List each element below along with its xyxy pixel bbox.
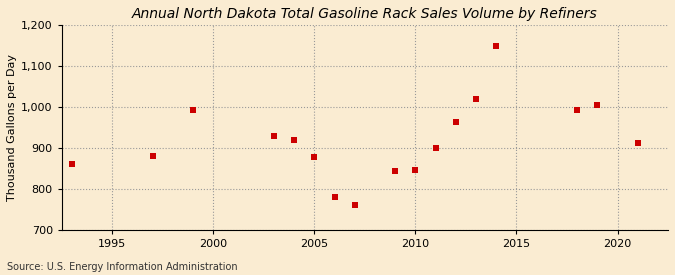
Point (470, 97, 481, 102)
Point (632, 141, 643, 145)
Text: Source: U.S. Energy Information Administration: Source: U.S. Energy Information Administ… (7, 262, 238, 272)
Point (289, 138, 300, 142)
Point (188, 108, 198, 112)
Point (66, 162, 77, 166)
Point (269, 134, 279, 139)
Point (450, 120, 461, 125)
Point (147, 154, 158, 158)
Point (390, 169, 401, 173)
Point (430, 146, 441, 150)
Y-axis label: Thousand Gallons per Day: Thousand Gallons per Day (7, 54, 17, 201)
Point (592, 103, 603, 107)
Point (491, 44, 502, 48)
Point (572, 108, 583, 112)
Title: Annual North Dakota Total Gasoline Rack Sales Volume by Refiners: Annual North Dakota Total Gasoline Rack … (132, 7, 598, 21)
Point (410, 168, 421, 172)
Point (329, 195, 340, 199)
Point (309, 155, 320, 159)
Point (350, 203, 360, 207)
